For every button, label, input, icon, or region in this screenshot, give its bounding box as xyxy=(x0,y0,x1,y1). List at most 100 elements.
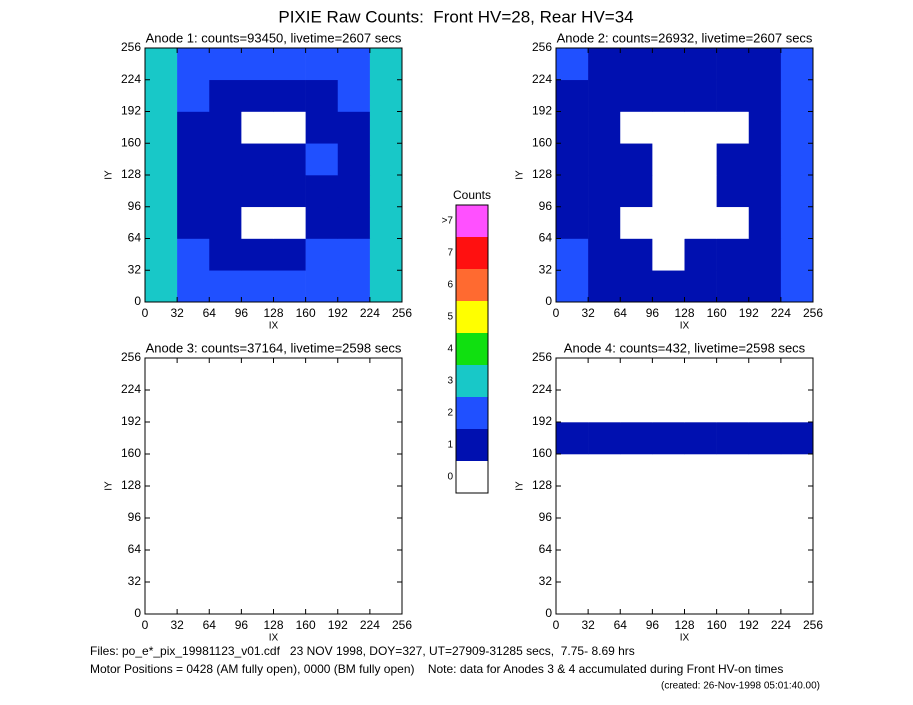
heat-cell xyxy=(556,454,589,487)
x-tick-label: 0 xyxy=(553,618,560,632)
heat-cell xyxy=(748,486,782,519)
heat-cell xyxy=(241,390,274,423)
colorbar-segment xyxy=(456,461,488,493)
y-tick-label: 64 xyxy=(128,542,142,556)
heat-cell xyxy=(177,582,210,615)
heat-cell xyxy=(273,270,306,303)
y-tick-label: 0 xyxy=(134,606,141,620)
heat-cell xyxy=(556,175,589,208)
heat-cell xyxy=(145,143,178,176)
heat-cell xyxy=(209,518,242,551)
heat-cell xyxy=(780,422,814,455)
heat-cell xyxy=(273,238,306,271)
x-tick-label: 224 xyxy=(360,618,380,632)
heat-cell xyxy=(369,390,403,423)
heat-cell xyxy=(684,175,717,208)
y-tick-label: 224 xyxy=(121,382,141,396)
y-tick-label: 32 xyxy=(539,574,553,588)
heat-cell xyxy=(177,143,210,176)
heat-cell xyxy=(337,270,371,303)
heat-cell xyxy=(748,206,782,239)
heat-cell xyxy=(684,454,717,487)
heat-cell xyxy=(209,422,242,455)
heat-cell xyxy=(177,270,210,303)
x-tick-label: 128 xyxy=(263,306,283,320)
heat-cell xyxy=(177,238,210,271)
heat-cell xyxy=(748,111,782,144)
x-tick-label: 32 xyxy=(170,618,184,632)
x-tick-label: 64 xyxy=(614,306,628,320)
heat-cell xyxy=(241,422,274,455)
x-tick-label: 96 xyxy=(235,306,249,320)
x-tick-label: 256 xyxy=(392,306,412,320)
heat-cell xyxy=(652,206,685,239)
heat-cell xyxy=(780,518,814,551)
heat-cell xyxy=(652,454,685,487)
heat-cell xyxy=(241,582,274,615)
heat-cell xyxy=(369,79,403,112)
heat-cell xyxy=(620,422,653,455)
y-tick-label: 96 xyxy=(128,510,142,524)
heat-cell xyxy=(556,206,589,239)
x-tick-label: 64 xyxy=(203,306,217,320)
y-tick-label: 256 xyxy=(121,40,141,54)
colorbar-segment xyxy=(456,429,488,461)
heat-cell xyxy=(716,390,750,423)
colorbar-segment xyxy=(456,301,488,333)
heat-cell xyxy=(273,486,306,519)
heat-cell xyxy=(337,454,371,487)
x-tick-label: 96 xyxy=(646,618,660,632)
x-axis-label: IX xyxy=(680,321,690,332)
heat-cell xyxy=(273,206,306,239)
heat-cell xyxy=(241,550,274,583)
heat-cell xyxy=(177,206,210,239)
heat-cell xyxy=(305,390,339,423)
heat-cell xyxy=(337,390,371,423)
y-tick-label: 192 xyxy=(121,104,141,118)
heat-cell xyxy=(588,454,621,487)
heat-cell xyxy=(556,550,589,583)
y-axis-label: IY xyxy=(104,481,115,491)
heat-cell xyxy=(684,238,717,271)
heat-cell xyxy=(177,454,210,487)
heat-cell xyxy=(780,238,814,271)
heat-cell xyxy=(716,206,750,239)
heat-cell xyxy=(780,486,814,519)
heat-cell xyxy=(369,550,403,583)
heat-cell xyxy=(145,358,178,391)
heat-cell xyxy=(652,79,685,112)
heat-cell xyxy=(556,390,589,423)
heat-cell xyxy=(780,358,814,391)
x-tick-label: 0 xyxy=(142,306,149,320)
heat-cell xyxy=(556,486,589,519)
heat-cell xyxy=(241,79,274,112)
y-tick-label: 160 xyxy=(532,446,552,460)
heat-cell xyxy=(748,175,782,208)
panel-title: Anode 1: counts=93450, livetime=2607 sec… xyxy=(146,30,402,45)
heat-cell xyxy=(620,270,653,303)
heat-cell xyxy=(652,111,685,144)
heat-cell xyxy=(369,358,403,391)
heat-cell xyxy=(273,550,306,583)
x-tick-label: 64 xyxy=(203,618,217,632)
heat-cell xyxy=(652,143,685,176)
heat-cell xyxy=(145,270,178,303)
heat-cell xyxy=(273,582,306,615)
heat-cell xyxy=(748,270,782,303)
x-tick-label: 224 xyxy=(360,306,380,320)
x-tick-label: 128 xyxy=(674,306,694,320)
heat-cell xyxy=(716,422,750,455)
heat-cell xyxy=(337,143,371,176)
heat-cell xyxy=(716,175,750,208)
x-tick-label: 256 xyxy=(392,618,412,632)
x-tick-label: 192 xyxy=(328,306,348,320)
heat-cell xyxy=(177,358,210,391)
heat-cell xyxy=(588,143,621,176)
heat-cell xyxy=(177,48,210,81)
heat-cell xyxy=(337,175,371,208)
heat-cell xyxy=(241,48,274,81)
colorbar-label: 5 xyxy=(447,312,453,323)
heat-cell xyxy=(209,454,242,487)
colorbar-segment xyxy=(456,397,488,429)
heat-cell xyxy=(588,550,621,583)
